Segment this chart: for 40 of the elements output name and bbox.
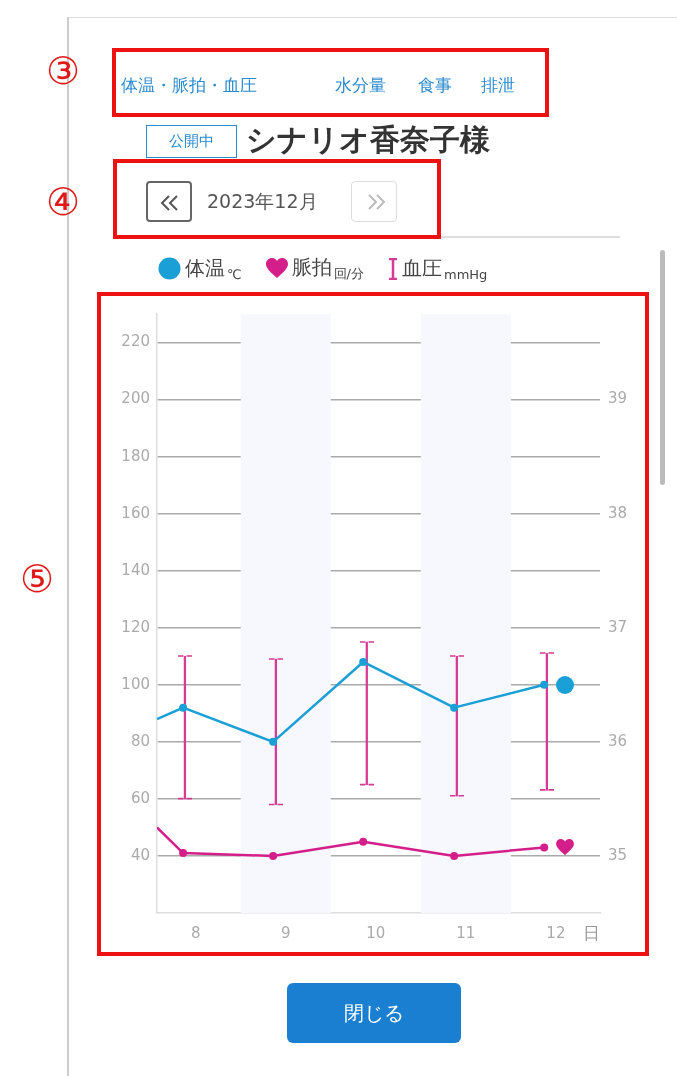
y2-tick-label: 36 [608, 731, 628, 750]
text: 閉じる [287, 983, 461, 1043]
chart-title: シナリオ香奈子様 [246, 121, 490, 159]
x-tick-label: 12 [546, 923, 566, 942]
text: 食事 [418, 74, 452, 97]
text: 水分量 [335, 74, 386, 97]
x-tick-label: 8 [190, 923, 201, 942]
text: ⑤ [20, 557, 55, 601]
text: ③ [46, 49, 81, 93]
point [359, 657, 368, 666]
text: 公開中 [146, 125, 237, 158]
y-tick-label: 120 [121, 617, 150, 636]
y2-tick-label: 39 [608, 389, 628, 408]
point [450, 703, 459, 712]
x-tick-label: 11 [456, 923, 476, 942]
x-tick-label: 10 [366, 923, 386, 942]
text: ④ [46, 180, 81, 224]
text: 排泄 [481, 74, 515, 97]
y-tick-label: 220 [121, 332, 150, 351]
legend-label: 脈拍$_{回/分}$ [291, 254, 364, 283]
text: 体温・脈拍・血圧 [121, 74, 257, 97]
point [179, 703, 188, 712]
y-tick-label: 180 [121, 446, 150, 465]
y-tick-label: 40 [130, 845, 150, 864]
y-tick-label: 80 [130, 731, 150, 750]
legend-label: 血圧$_{mmHg}$ [402, 255, 488, 282]
x-axis-title: 日 [583, 923, 600, 944]
legend-label: 体温$_{℃}$ [185, 255, 242, 282]
y-tick-label: 140 [121, 560, 150, 579]
point [540, 680, 549, 689]
y2-tick-label: 37 [608, 617, 628, 636]
point [269, 737, 278, 746]
x-tick-label: 9 [280, 923, 291, 942]
y-tick-label: 100 [121, 674, 150, 693]
y2-tick-label: 38 [608, 503, 628, 522]
y-tick-label: 160 [121, 503, 150, 522]
y-tick-label: 60 [130, 788, 150, 807]
y2-tick-label: 35 [608, 845, 628, 864]
chart-subtitle: 2023年12月 [207, 189, 318, 214]
y-tick-label: 200 [121, 389, 150, 408]
